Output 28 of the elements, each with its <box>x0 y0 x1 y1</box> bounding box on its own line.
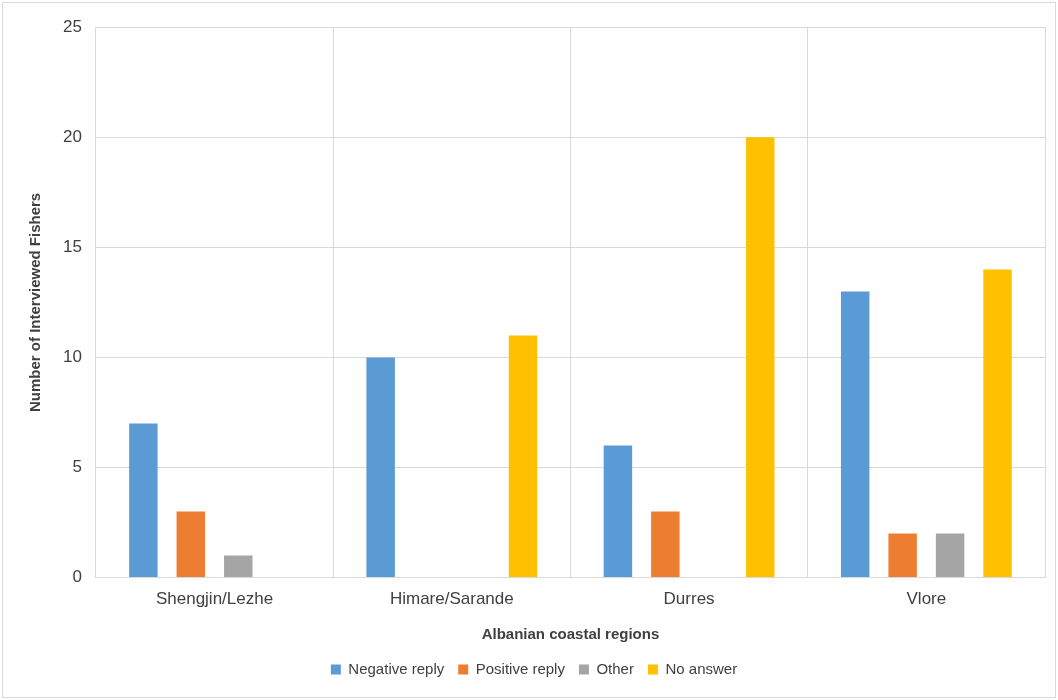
bar <box>603 445 633 578</box>
bar <box>746 137 775 578</box>
x-axis-title: Albanian coastal regions <box>481 625 660 643</box>
bar <box>224 555 253 578</box>
bar <box>651 511 680 578</box>
legend-label: No answer <box>665 659 738 677</box>
x-tick-label: Durres <box>663 589 715 609</box>
bar <box>888 533 917 578</box>
x-tick-label: Shengjin/Lezhe <box>155 589 274 609</box>
y-tick-label: 0 <box>72 567 82 587</box>
y-tick-label: 15 <box>62 237 82 257</box>
x-tick-label: Vlore <box>906 589 947 609</box>
bar <box>935 533 965 578</box>
bar <box>176 511 206 578</box>
legend-label: Positive reply <box>475 659 566 677</box>
bar <box>840 291 870 578</box>
bar <box>508 335 538 578</box>
legend-label: Other <box>596 659 634 677</box>
legend-label: Negative reply <box>348 659 445 677</box>
bar <box>983 269 1012 578</box>
bar <box>129 423 158 578</box>
y-tick-label: 25 <box>62 16 82 36</box>
y-axis-title: Number of Interviewed Fishers <box>26 192 44 413</box>
y-tick-label: 10 <box>62 347 82 367</box>
x-tick-label: Himare/Sarande <box>389 589 514 609</box>
bar <box>366 357 395 578</box>
y-tick-label: 5 <box>72 457 82 477</box>
y-tick-label: 20 <box>62 126 82 146</box>
